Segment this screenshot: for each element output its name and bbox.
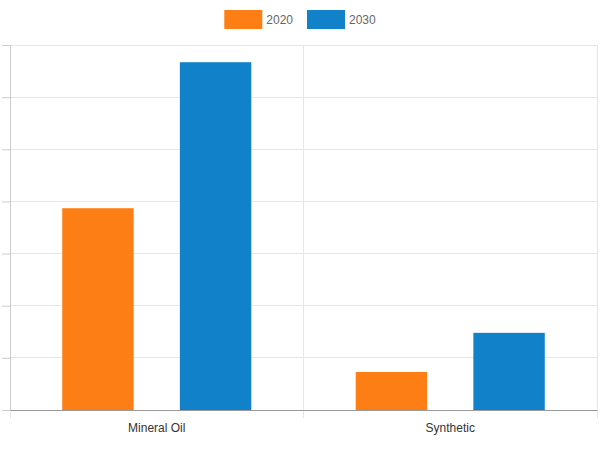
x-tick-label: Mineral Oil bbox=[128, 421, 185, 435]
series bbox=[180, 62, 545, 410]
y-tick bbox=[2, 201, 10, 202]
bar[interactable] bbox=[473, 333, 544, 410]
y-tick-mark bbox=[2, 358, 10, 359]
y-tick-mark bbox=[2, 97, 10, 98]
y-tick bbox=[2, 410, 10, 411]
legend: 2020 2030 bbox=[224, 10, 376, 29]
bar[interactable] bbox=[356, 372, 427, 410]
y-tick-mark bbox=[2, 149, 10, 150]
category-divider bbox=[597, 45, 598, 418]
x-axis-line bbox=[11, 410, 598, 411]
x-tick: Mineral Oil bbox=[128, 410, 185, 435]
x-tick: Synthetic bbox=[426, 410, 475, 435]
y-tick bbox=[2, 254, 10, 255]
y-tick bbox=[2, 358, 10, 359]
legend-item[interactable]: 2030 bbox=[307, 10, 376, 29]
y-tick-mark bbox=[2, 254, 10, 255]
legend-swatch bbox=[224, 10, 262, 29]
y-axis bbox=[2, 46, 11, 411]
y-tick-mark bbox=[2, 410, 10, 411]
bars bbox=[62, 62, 545, 410]
chart: Mineral Oil Synthetic 2020 2030 bbox=[0, 0, 600, 452]
x-tick-label: Synthetic bbox=[426, 421, 475, 435]
category-dividers bbox=[10, 45, 597, 418]
y-tick bbox=[2, 149, 10, 150]
y-axis-line bbox=[2, 46, 11, 411]
bar[interactable] bbox=[62, 208, 133, 410]
bar[interactable] bbox=[180, 62, 251, 410]
y-tick bbox=[2, 306, 10, 307]
y-tick-mark bbox=[2, 201, 10, 202]
legend-label: 2020 bbox=[266, 13, 293, 27]
y-tick-mark bbox=[2, 45, 10, 46]
x-axis: Mineral Oil Synthetic bbox=[11, 410, 598, 435]
legend-swatch bbox=[307, 10, 345, 29]
y-tick bbox=[2, 45, 10, 46]
y-tick bbox=[2, 97, 10, 98]
plot: Mineral Oil Synthetic bbox=[2, 45, 598, 435]
legend-label: 2030 bbox=[349, 13, 376, 27]
y-tick-mark bbox=[2, 306, 10, 307]
category-divider bbox=[303, 45, 304, 418]
legend-item[interactable]: 2020 bbox=[224, 10, 293, 29]
